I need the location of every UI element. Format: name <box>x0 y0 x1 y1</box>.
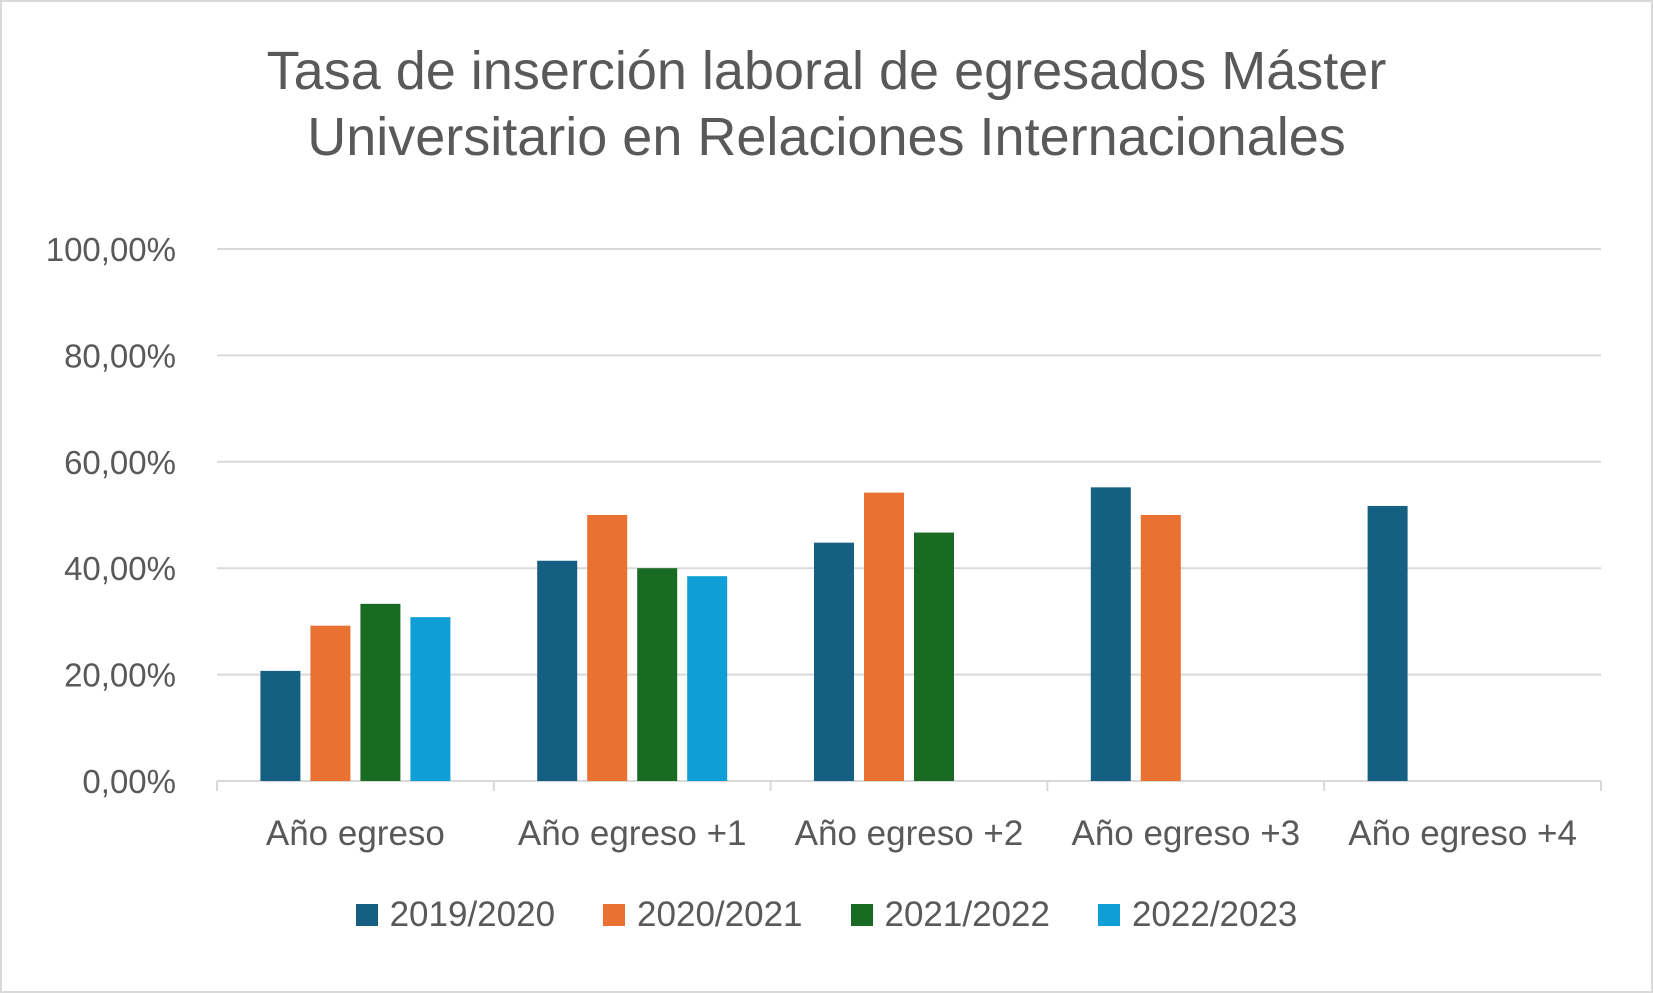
bar <box>687 576 728 781</box>
bar <box>864 492 904 781</box>
legend-label: 2022/2023 <box>1131 895 1298 934</box>
legend-label: 2021/2022 <box>884 895 1050 934</box>
bar <box>587 515 628 781</box>
chart-title: Tasa de inserción laboral de egresados M… <box>0 38 1653 170</box>
bar <box>637 568 678 781</box>
y-tick-label: 0,00% <box>82 763 176 800</box>
chart-title-line-2: Universitario en Relaciones Internaciona… <box>307 107 1346 167</box>
bar <box>1140 515 1181 781</box>
bar <box>310 625 351 781</box>
legend: 2019/2020 2020/2021 2021/2022 2022/2023 <box>0 895 1653 935</box>
bar <box>360 603 401 781</box>
bar <box>814 542 854 781</box>
x-tick-label: Año egreso +4 <box>1348 814 1577 853</box>
legend-swatch <box>603 904 626 926</box>
bar <box>410 617 451 781</box>
chart-title-line-1: Tasa de inserción laboral de egresados M… <box>266 41 1387 101</box>
legend-item: 2021/2022 <box>850 895 1050 935</box>
y-tick-label: 80,00% <box>64 337 176 374</box>
legend-label: 2020/2021 <box>637 895 803 934</box>
x-tick-label: Año egreso +1 <box>518 814 747 853</box>
y-tick-label: 100,00% <box>46 231 176 268</box>
x-tick-label: Año egreso +2 <box>795 814 1024 853</box>
legend-item: 2020/2021 <box>603 895 803 935</box>
legend-item: 2022/2023 <box>1097 895 1298 935</box>
legend-swatch <box>1097 904 1120 926</box>
bar <box>537 560 578 781</box>
legend-swatch <box>355 904 378 926</box>
bar <box>1090 487 1131 781</box>
legend-label: 2019/2020 <box>389 895 556 934</box>
x-tick-label: Año egreso <box>266 814 445 853</box>
x-tick-label: Año egreso +3 <box>1071 814 1300 853</box>
y-tick-label: 60,00% <box>64 444 176 481</box>
bar <box>260 670 301 781</box>
legend-item: 2019/2020 <box>355 895 556 935</box>
bar <box>1367 505 1408 781</box>
y-tick-label: 40,00% <box>64 550 176 587</box>
bar <box>914 532 954 781</box>
legend-swatch <box>850 904 873 926</box>
y-tick-label: 20,00% <box>64 657 176 694</box>
